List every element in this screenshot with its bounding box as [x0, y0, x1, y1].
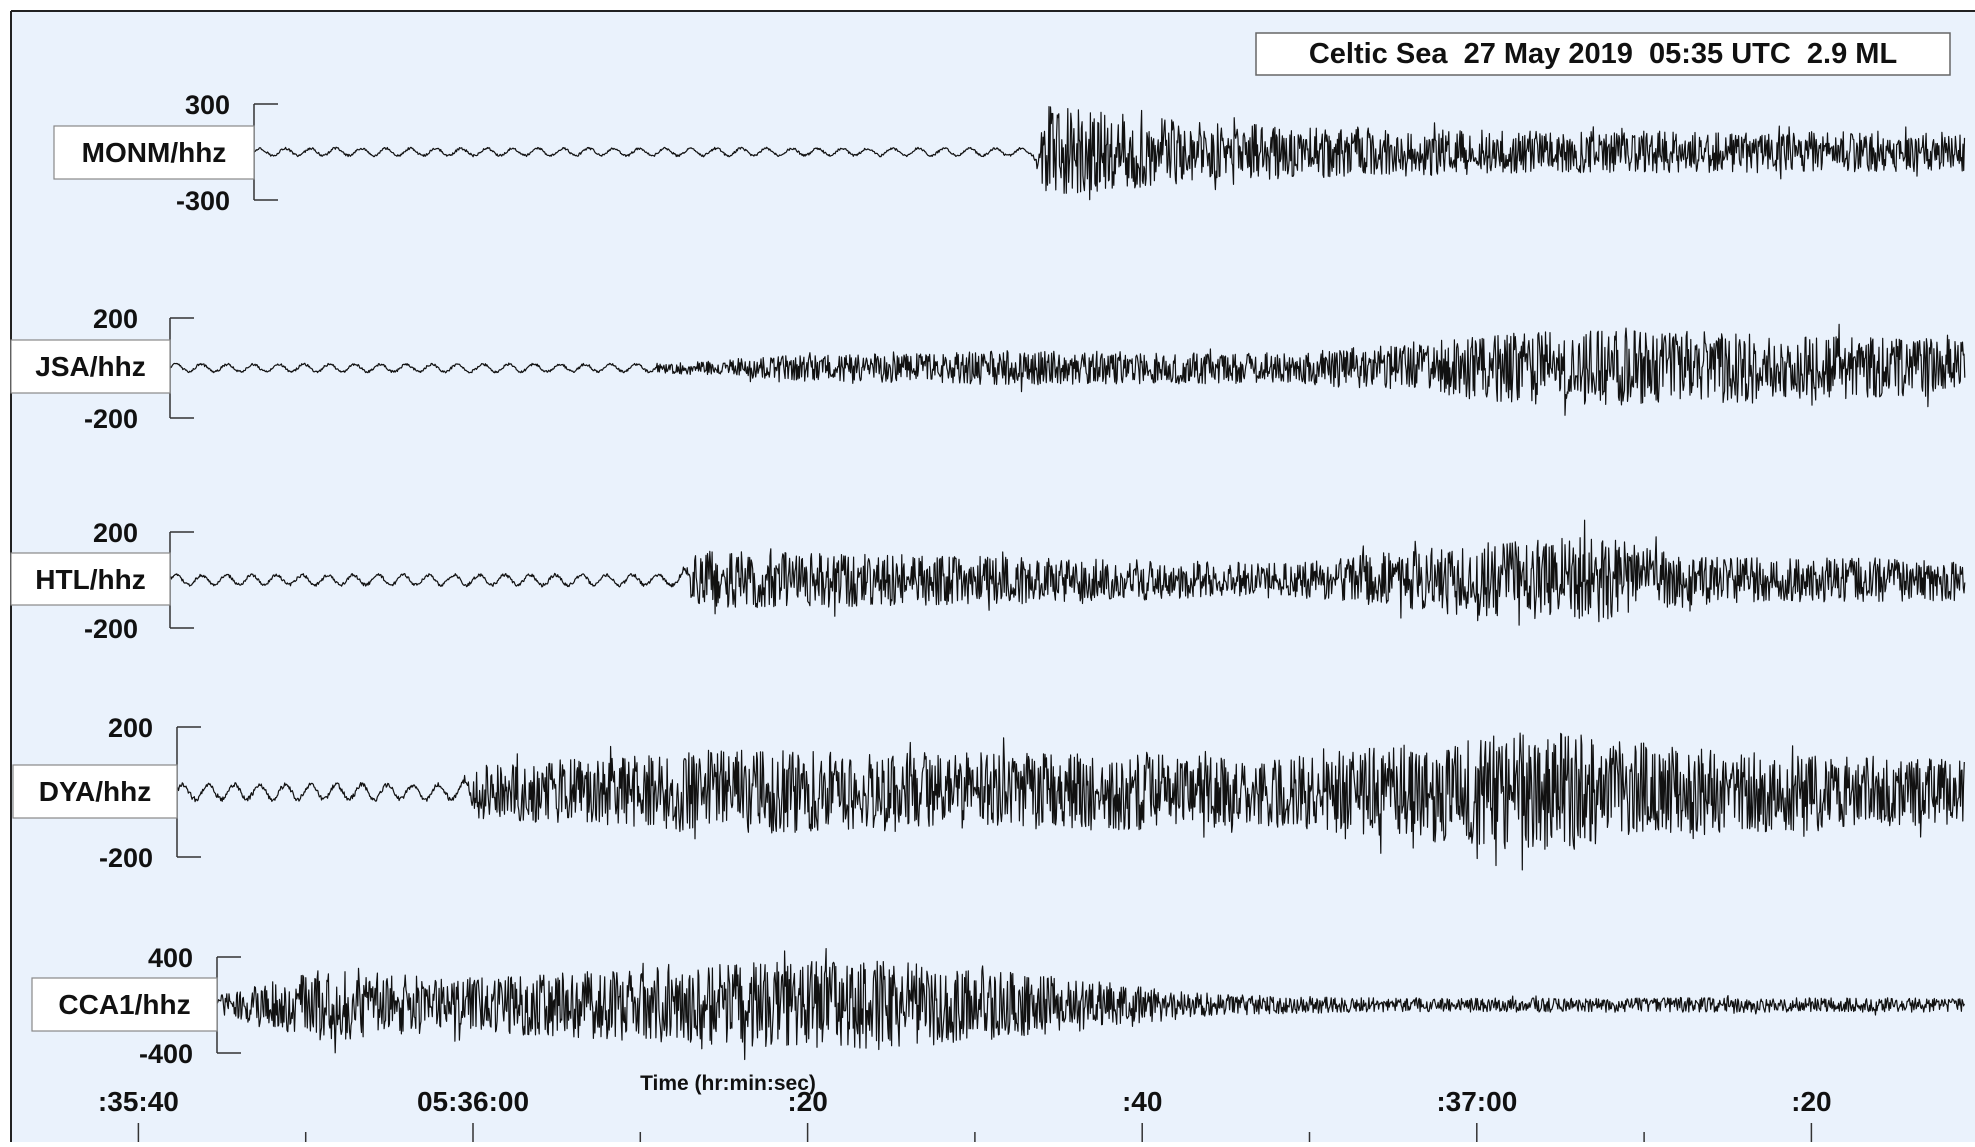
y-tick-label-bottom: -400: [139, 1039, 193, 1069]
x-tick-label: :37:00: [1436, 1086, 1517, 1117]
channel-label-box: [10, 552, 171, 606]
x-axis-label: Time (hr:min:sec): [640, 1072, 816, 1095]
channel-axis: 300 -300 MONM/hhz: [53, 90, 278, 216]
x-tick-label: 05:36:00: [417, 1086, 529, 1117]
channel-axis: 400 -400 CCA1/hhz: [31, 943, 241, 1069]
x-tick-label: :35:40: [98, 1086, 179, 1117]
channel-label-box: [31, 977, 218, 1032]
channel-name: CCA1/hhz: [58, 989, 190, 1020]
channel-label-box: [10, 339, 171, 394]
y-tick-label-bottom: -300: [176, 186, 230, 216]
channels-layer: 300 -300 MONM/hhz 200 -200 JSA/hhz 200 -200 HTL/…: [10, 90, 278, 1069]
y-tick-label-top: 200: [93, 518, 138, 548]
x-tick-label: :40: [1122, 1086, 1162, 1117]
x-tick-label: :20: [1791, 1086, 1831, 1117]
seismic-trace: [176, 732, 1965, 871]
x-tick-label: :20: [787, 1086, 827, 1117]
seismic-trace: [253, 105, 1966, 201]
y-tick-label-top: 200: [108, 713, 153, 743]
seismic-trace: [216, 947, 1965, 1061]
channel-axis: 200 -200 DYA/hhz: [12, 713, 201, 873]
channel-axis: 200 -200 JSA/hhz: [10, 304, 194, 434]
channel-label-box: [53, 125, 255, 180]
y-tick-label-bottom: -200: [84, 614, 138, 644]
y-tick-label-top: 300: [185, 90, 230, 120]
y-tick-label-top: 400: [148, 943, 193, 973]
y-tick-label-bottom: -200: [84, 404, 138, 434]
title-box-frame: [1255, 32, 1951, 76]
x-axis: :35:40 05:36:00 :20 :40 :37:00 :20: [98, 1086, 1832, 1142]
traces-layer: [169, 105, 1966, 1061]
seismic-trace: [169, 323, 1966, 416]
seismic-trace: [169, 519, 1966, 626]
channel-name: DYA/hhz: [39, 776, 152, 807]
title-box: Celtic Sea 27 May 2019 05:35 UTC 2.9 ML: [1255, 32, 1951, 76]
channel-name: JSA/hhz: [35, 351, 145, 382]
y-tick-label-bottom: -200: [99, 843, 153, 873]
channel-name: HTL/hhz: [35, 564, 145, 595]
channel-label-box: [12, 764, 178, 819]
channel-name: MONM/hhz: [82, 137, 227, 168]
channel-axis: 200 -200 HTL/hhz: [10, 518, 194, 644]
chart-title: Celtic Sea 27 May 2019 05:35 UTC 2.9 ML: [1309, 38, 1897, 70]
y-tick-label-top: 200: [93, 304, 138, 334]
